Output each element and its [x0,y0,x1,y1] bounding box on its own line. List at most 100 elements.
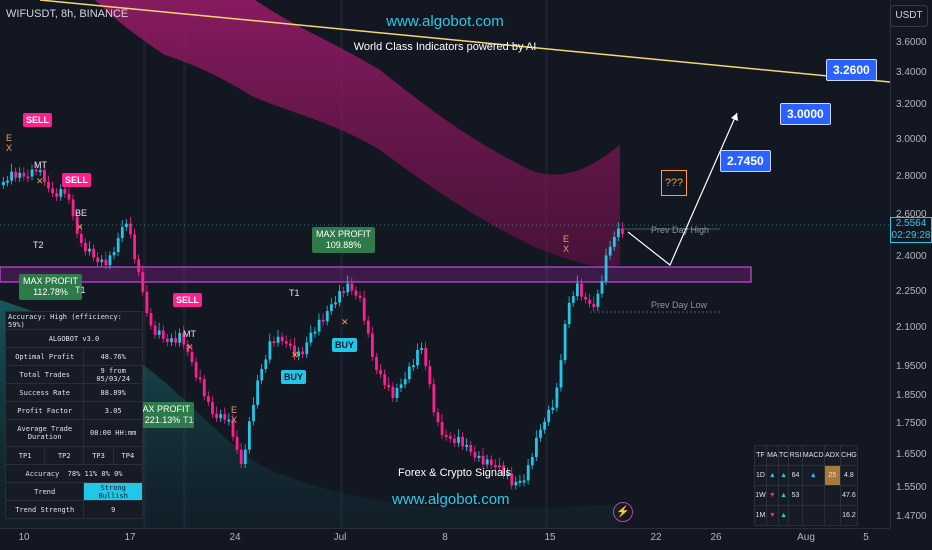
candle-body [354,290,358,296]
candle-body [407,366,411,380]
candle-body [477,455,481,458]
target-price-1[interactable]: 2.7450 [720,150,771,172]
candle-body [6,180,9,183]
candle-body [289,343,292,346]
max-profit-label-3[interactable]: MAX PROFIT 109.88% [312,227,376,253]
candle-body [403,379,407,385]
max-profit-value: 112.78% [33,287,68,297]
price-tick-label: 1.5500 [896,482,927,493]
candle-body [473,451,477,458]
candle-body [235,436,239,450]
tp-header: TP1 [4,446,46,465]
candle-body [2,181,5,185]
stats-row-label: Average Trade Duration [4,419,85,447]
stats-row-value: 3.05 [83,401,143,420]
candle-body [535,437,538,458]
mtf-adx [823,505,841,526]
projection-arrow-head [731,113,738,121]
t1-label: T1 [289,288,300,298]
candle-body [34,169,38,172]
candle-body [424,347,428,367]
buy-signal-1[interactable]: BUY [281,370,307,384]
time-tick-label: 8 [442,532,448,543]
candle-body [133,234,136,260]
exit-marker-e: E [231,405,238,415]
candle-body [194,362,198,378]
mtf-ma: ▼ [765,505,779,526]
mtf-adx: 25 [823,465,841,486]
target-price-2[interactable]: 3.0000 [780,103,831,125]
tp-value: 0% [114,469,123,478]
tp-value: 78% [67,469,81,478]
trend-strength-value: 9 [83,500,143,519]
candle-body [621,228,624,234]
exit-marker-x: X [6,143,13,153]
time-tick-label: 26 [710,532,722,543]
mt-label: MT [34,160,47,170]
candle-body [428,366,432,385]
candle-body [563,324,567,361]
sell-signal-3[interactable]: SELL [173,293,203,307]
candle-body [108,255,112,266]
mtf-chg: 47.6 [839,485,859,506]
candle-body [186,344,190,353]
candle-body [174,338,177,343]
candle-body [149,313,153,326]
unknown-target-box[interactable]: ??? [661,170,687,196]
sell-signal-2[interactable]: SELL [62,173,92,187]
target-price-3[interactable]: 3.2600 [826,59,877,81]
candle-body [71,199,75,217]
candle-body [576,283,579,297]
sell-signal-1[interactable]: SELL [23,113,53,127]
mtf-header: MA [765,445,779,466]
candle-body [617,228,620,237]
bar-countdown: 02:29:28 [891,230,931,241]
candle-body [84,242,87,252]
candle-body [334,302,337,305]
tp-header: TP3 [83,446,114,465]
time-tick-label: 10 [18,532,30,543]
mtf-tc: ▲ [777,485,790,506]
time-axis[interactable] [0,528,890,550]
price-axis[interactable] [890,0,932,528]
buy-signal-2[interactable]: BUY [332,338,358,352]
tp-header: TP2 [44,446,85,465]
candle-body [436,412,440,423]
prev-day-low-label: Prev Day Low [651,300,708,310]
mtf-header: TC [777,445,790,466]
time-tick-label: 15 [544,532,556,543]
exit-x-mark: ✕ [76,222,84,232]
brand-tagline: World Class Indicators powered by AI [353,41,537,53]
candle-body [510,473,514,486]
price-tick-label: 2.2500 [896,286,927,297]
candle-body [321,319,325,322]
candle-body [325,311,329,322]
candle-body [457,436,460,443]
price-chart[interactable] [0,0,890,528]
lightning-icon[interactable]: ⚡ [613,502,633,522]
mtf-macd: ▲ [801,465,825,486]
currency-button[interactable]: USDT [890,5,928,27]
price-tick-label: 3.4000 [896,67,927,78]
multi-timeframe-table: TF MA TC RSI MACD ADX CHG 1D ▲ ▲ 64 ▲ 25… [754,445,859,526]
brand-url-bottom[interactable]: www.algobot.com [392,491,510,508]
candle-body [293,345,296,357]
candle-body [313,331,317,334]
max-profit-label-1[interactable]: MAX PROFIT 112.78% [19,274,83,300]
candle-body [604,255,608,282]
candle-body [129,223,132,235]
candle-body [22,172,26,177]
brand-url-top[interactable]: www.algobot.com [386,13,504,30]
candle-body [596,293,600,307]
candle-body [330,304,333,312]
candle-body [284,341,288,344]
candle-body [309,332,313,343]
candle-body [239,449,243,464]
mtf-adx [823,485,841,506]
candle-body [559,360,563,388]
vertical-session-lines [143,0,548,528]
tp-accuracy-cell: Accuracy 78% 11% 0% 0% [5,464,143,483]
last-price-value: 2.5564 [895,218,927,229]
